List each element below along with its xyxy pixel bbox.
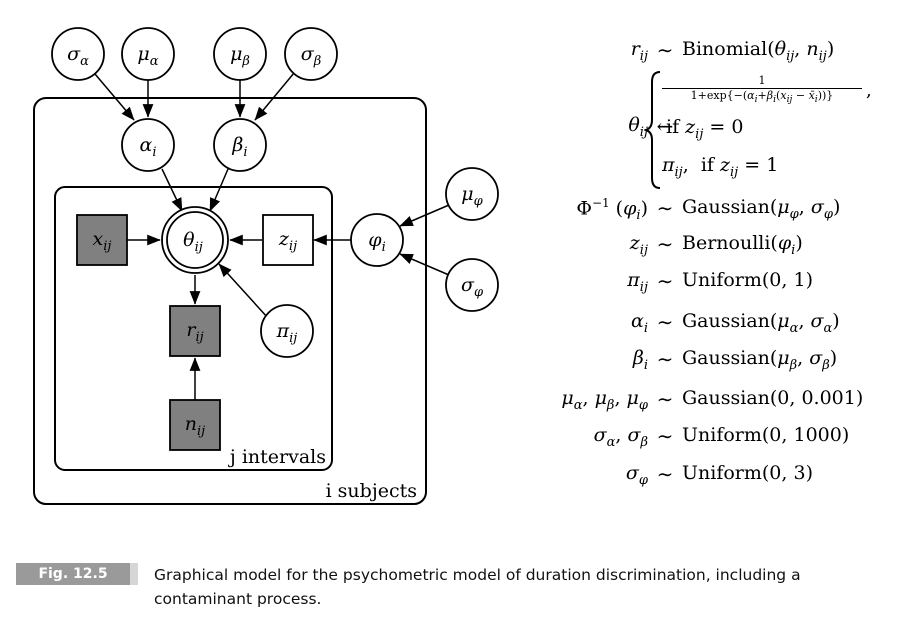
- plate-intervals-label: j intervals: [228, 446, 326, 468]
- equation-phi: Φ−1 (φi) ∼ Gaussian(μφ, σφ): [470, 196, 890, 226]
- plate-subjects: [33, 97, 427, 505]
- equation-relation: ∼: [656, 269, 674, 293]
- equation-r: rij ∼ Binomial(θij, nij): [470, 38, 890, 68]
- equation-rhs: Binomial(θij, nij): [682, 38, 835, 64]
- equation-relation: ∼: [656, 310, 674, 334]
- svg-text:μα: μα: [137, 43, 158, 69]
- svg-text:rij: rij: [186, 319, 203, 345]
- node-mu-phi: μφ: [445, 167, 499, 221]
- edge-sigma-alpha-to-alpha: [94, 73, 135, 121]
- edge-sigma-beta-to-beta: [254, 72, 295, 121]
- equation-rhs: Uniform(0, 3): [682, 462, 813, 484]
- edge-alpha-to-theta: [161, 168, 183, 212]
- edge-sigma-phi-to-phi: [399, 253, 450, 276]
- fraction-comma: ,: [866, 80, 872, 101]
- equation-rhs: Gaussian(0, 0.001): [682, 387, 864, 409]
- equation-theta: θij ←: [470, 114, 890, 144]
- graphical-model-diagram: i subjects j intervals σα μα μβ σβ αi: [33, 27, 499, 505]
- edges: [94, 72, 450, 400]
- equation-lhs: σα, σβ: [593, 424, 648, 450]
- plate-intervals: [54, 186, 333, 471]
- svg-text:αi: αi: [139, 134, 156, 160]
- equation-mu-priors: μα, μβ, μφ ∼ Gaussian(0, 0.001): [470, 387, 890, 417]
- case-z-zero: if zij = 0: [666, 116, 744, 142]
- svg-text:μφ: μφ: [461, 183, 483, 209]
- svg-text:σβ: σβ: [301, 43, 322, 69]
- svg-text:σα: σα: [67, 43, 89, 69]
- equation-z: zij ∼ Bernoulli(φi): [470, 232, 890, 262]
- node-pi-ij: πij: [260, 304, 314, 358]
- equation-relation: ∼: [656, 387, 674, 411]
- svg-text:xij: xij: [93, 228, 112, 254]
- svg-text:βi: βi: [231, 134, 247, 160]
- equation-relation: ∼: [656, 462, 674, 486]
- equation-lhs: σφ: [625, 462, 648, 488]
- equation-relation: ∼: [656, 347, 674, 371]
- svg-text:zij: zij: [278, 228, 297, 254]
- svg-text:σφ: σφ: [461, 274, 484, 300]
- node-beta-i: βi: [213, 118, 267, 172]
- caption-text: Graphical model for the psychometric mod…: [154, 566, 801, 608]
- equation-relation: ←: [656, 114, 674, 138]
- svg-text:nij: nij: [185, 413, 205, 439]
- equation-beta: βi ∼ Gaussian(μβ, σβ): [470, 347, 890, 377]
- equation-relation: ∼: [656, 232, 674, 256]
- equation-rhs: Gaussian(μφ, σφ): [682, 196, 841, 222]
- equation-rhs: Uniform(0, 1): [682, 269, 813, 291]
- node-x-ij: xij: [76, 214, 128, 266]
- piecewise-brace: [644, 71, 661, 189]
- equation-lhs: θij: [628, 114, 648, 140]
- figure-label-badge: Fig. 12.5: [16, 563, 130, 585]
- equation-lhs: rij: [630, 38, 648, 64]
- node-n-ij: nij: [169, 399, 221, 451]
- logistic-fraction: 1 1+exp{−(αi+βi(xij − x̄i))}: [662, 74, 887, 105]
- svg-text:μβ: μβ: [230, 43, 250, 69]
- equation-lhs: μα, μβ, μφ: [561, 387, 648, 413]
- svg-text:πij: πij: [276, 320, 298, 346]
- node-mu-alpha: μα: [121, 27, 175, 81]
- equation-alpha: αi ∼ Gaussian(μα, σα): [470, 310, 890, 340]
- equation-relation: ∼: [656, 196, 674, 220]
- equation-relation: ∼: [656, 38, 674, 62]
- equation-rhs: Gaussian(μα, σα): [682, 310, 840, 336]
- equation-sigma-priors: σα, σβ ∼ Uniform(0, 1000): [470, 424, 890, 454]
- svg-text:θij: θij: [183, 229, 203, 255]
- node-mu-beta: μβ: [213, 27, 267, 81]
- equation-lhs: βi: [632, 347, 648, 373]
- equation-rhs: Bernoulli(φi): [682, 232, 803, 258]
- figure-label-badge-edge: [130, 563, 138, 585]
- svg-text:φi: φi: [368, 229, 385, 255]
- equation-rhs: Uniform(0, 1000): [682, 424, 850, 446]
- edge-mu-phi-to-phi: [399, 204, 450, 227]
- node-phi-i: φi: [350, 213, 404, 267]
- node-sigma-alpha: σα: [51, 27, 105, 81]
- equation-pi: πij ∼ Uniform(0, 1): [470, 269, 890, 299]
- edge-beta-to-theta: [209, 168, 229, 212]
- equation-rhs: Gaussian(μβ, σβ): [682, 347, 838, 373]
- node-alpha-i: αi: [121, 118, 175, 172]
- equation-lhs: zij: [629, 232, 648, 258]
- equation-lhs: αi: [630, 310, 648, 336]
- node-sigma-phi: σφ: [445, 258, 499, 312]
- equation-relation: ∼: [656, 424, 674, 448]
- equation-lhs: Φ−1 (φi): [576, 196, 648, 224]
- equation-lhs: πij: [627, 269, 648, 295]
- node-z-ij: zij: [262, 214, 314, 266]
- equation-sigma-phi: σφ ∼ Uniform(0, 3): [470, 462, 890, 492]
- node-r-ij: rij: [169, 305, 221, 357]
- node-sigma-beta: σβ: [284, 27, 338, 81]
- edge-pi-to-theta: [218, 263, 269, 319]
- plate-subjects-label: i subjects: [326, 480, 417, 502]
- case-z-one: πij, if zij = 1: [662, 154, 779, 180]
- graphical-model-figure: i subjects j intervals σα μα μβ σβ αi: [33, 27, 890, 505]
- node-theta-ij: θij: [161, 206, 229, 274]
